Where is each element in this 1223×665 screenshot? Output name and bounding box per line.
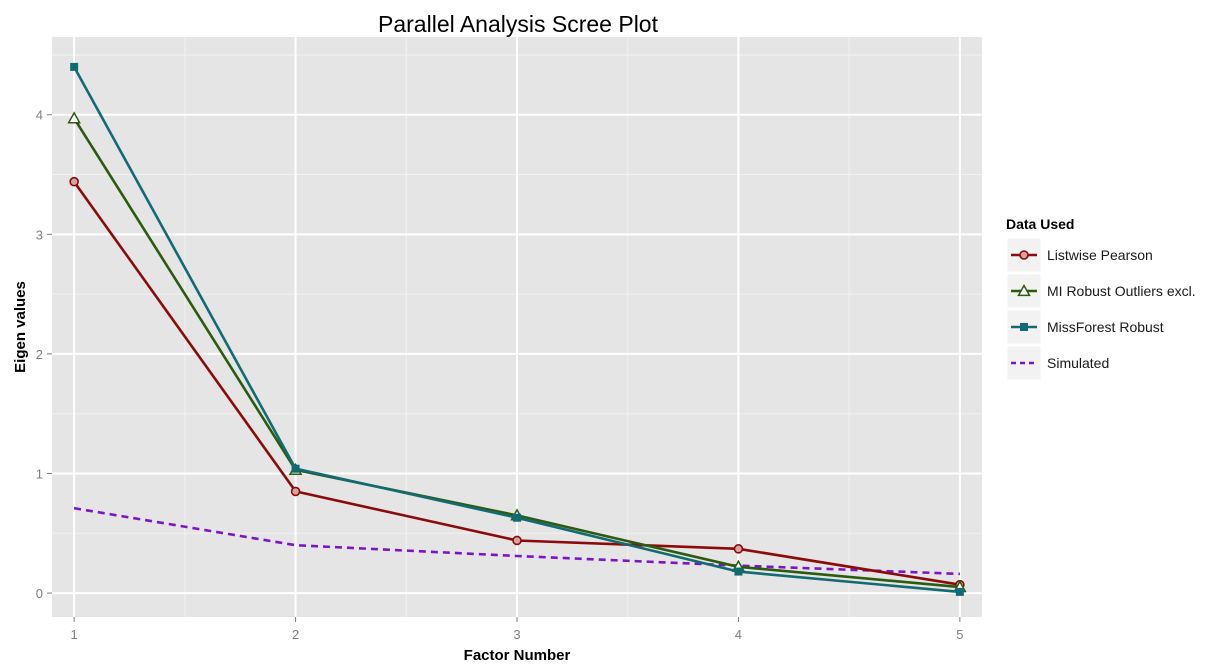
x-tick-label: 3 xyxy=(513,627,520,642)
legend-item-mi-robust-outliers-excl: MI Robust Outliers excl. xyxy=(1006,273,1196,309)
x-tick-label: 1 xyxy=(71,627,78,642)
data-point-missforest-robust xyxy=(955,587,964,596)
legend-label: MissForest Robust xyxy=(1047,319,1164,335)
x-tick-label: 2 xyxy=(292,627,299,642)
legend-item-listwise-pearson: Listwise Pearson xyxy=(1006,237,1153,273)
y-tick-label: 2 xyxy=(36,347,43,362)
legend-label: Simulated xyxy=(1047,355,1109,371)
x-tick-label: 5 xyxy=(956,627,963,642)
x-axis-title: Factor Number xyxy=(464,647,571,664)
axes: 1 2 3 4 5 0 1 2 3 4 xyxy=(36,108,964,642)
y-tick-label: 4 xyxy=(36,108,43,123)
data-point-listwise-pearson xyxy=(69,176,79,187)
legend-label: MI Robust Outliers excl. xyxy=(1047,283,1196,299)
data-point-missforest-robust xyxy=(70,62,79,71)
y-tick-label: 1 xyxy=(36,466,43,481)
legend-key-marker xyxy=(1017,283,1031,297)
legend-title: Data Used xyxy=(1006,216,1074,232)
legend-key-marker xyxy=(1020,323,1028,331)
data-point-missforest-robust xyxy=(513,513,521,522)
major-gridlines xyxy=(52,37,982,617)
data-point-listwise-pearson xyxy=(290,486,301,497)
data-point-mi-robust-outliers-excl xyxy=(67,111,81,124)
legend-item-simulated: Simulated xyxy=(1006,345,1109,381)
data-point-listwise-pearson xyxy=(733,544,744,554)
data-point-listwise-pearson xyxy=(512,535,522,546)
x-tick-label: 4 xyxy=(735,627,742,642)
data-point-missforest-robust xyxy=(734,567,743,576)
series-layer xyxy=(67,62,967,596)
legend: Data Used Listwise Pearson MI Robust Outl… xyxy=(1006,216,1196,381)
legend-item-missforest-robust: MissForest Robust xyxy=(1006,309,1164,345)
y-tick-label: 3 xyxy=(36,227,43,242)
legend-key-marker xyxy=(1019,250,1029,260)
chart-title: Parallel Analysis Scree Plot xyxy=(378,11,659,37)
series-line-simulated xyxy=(73,506,960,576)
y-tick-label: 0 xyxy=(36,586,43,601)
data-point-missforest-robust xyxy=(291,464,300,473)
y-axis-title: Eigen values xyxy=(12,281,29,373)
legend-label: Listwise Pearson xyxy=(1047,247,1153,263)
